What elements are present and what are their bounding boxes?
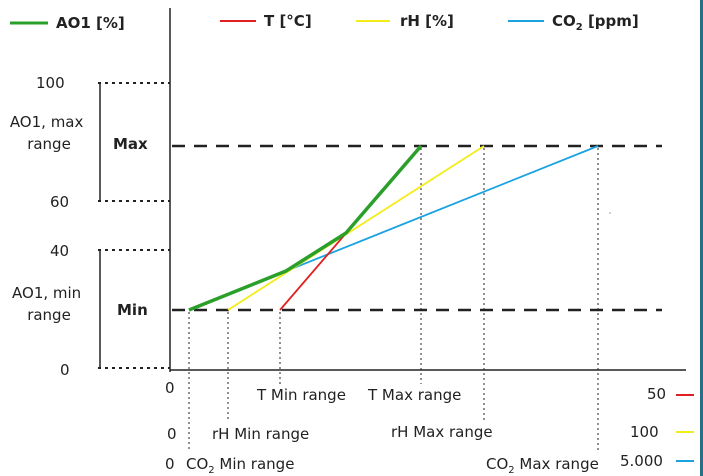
y-tick-0: 0 xyxy=(60,361,70,379)
ao1-curve xyxy=(188,144,423,312)
min-range-label: AO1, min range xyxy=(12,284,86,324)
co2-row-end: 5.000 xyxy=(620,452,663,470)
rh-row-end: 100 xyxy=(630,423,659,441)
legend-ao1-label: AO1 [%] xyxy=(56,14,125,32)
y-tick-40: 40 xyxy=(50,242,69,260)
legend-rh-label: rH [%] xyxy=(400,12,454,30)
t-min-range-label: T Min range xyxy=(256,386,346,404)
max-range-label: AO1, max range xyxy=(10,113,88,153)
legend-t-label: T [°C] xyxy=(264,12,312,30)
legend: AO1 [%] T [°C] rH [%] CO2 [ppm] xyxy=(10,12,639,33)
rh-curve xyxy=(227,145,485,311)
rh-min-range-label: rH Min range xyxy=(212,425,309,443)
t-max-range-label: T Max range xyxy=(367,386,461,404)
t-row-end: 50 xyxy=(647,385,666,403)
t-row-start: 0 xyxy=(165,379,175,397)
rh-max-range-label: rH Max range xyxy=(391,423,493,441)
drop-lines xyxy=(188,148,599,452)
rh-row-start: 0 xyxy=(167,425,177,443)
y-tick-60: 60 xyxy=(50,193,69,211)
co2-min-range-label: CO2 Min range xyxy=(186,455,294,476)
right-edge-border xyxy=(700,0,703,476)
co2-row-start: 0 xyxy=(165,455,175,473)
stray-dot xyxy=(609,212,611,214)
max-label: Max xyxy=(113,135,148,153)
co2-max-range-label: CO2 Max range xyxy=(486,455,599,476)
y-tick-100: 100 xyxy=(36,74,65,92)
min-label: Min xyxy=(117,301,148,319)
legend-co2-label: CO2 [ppm] xyxy=(552,12,639,33)
